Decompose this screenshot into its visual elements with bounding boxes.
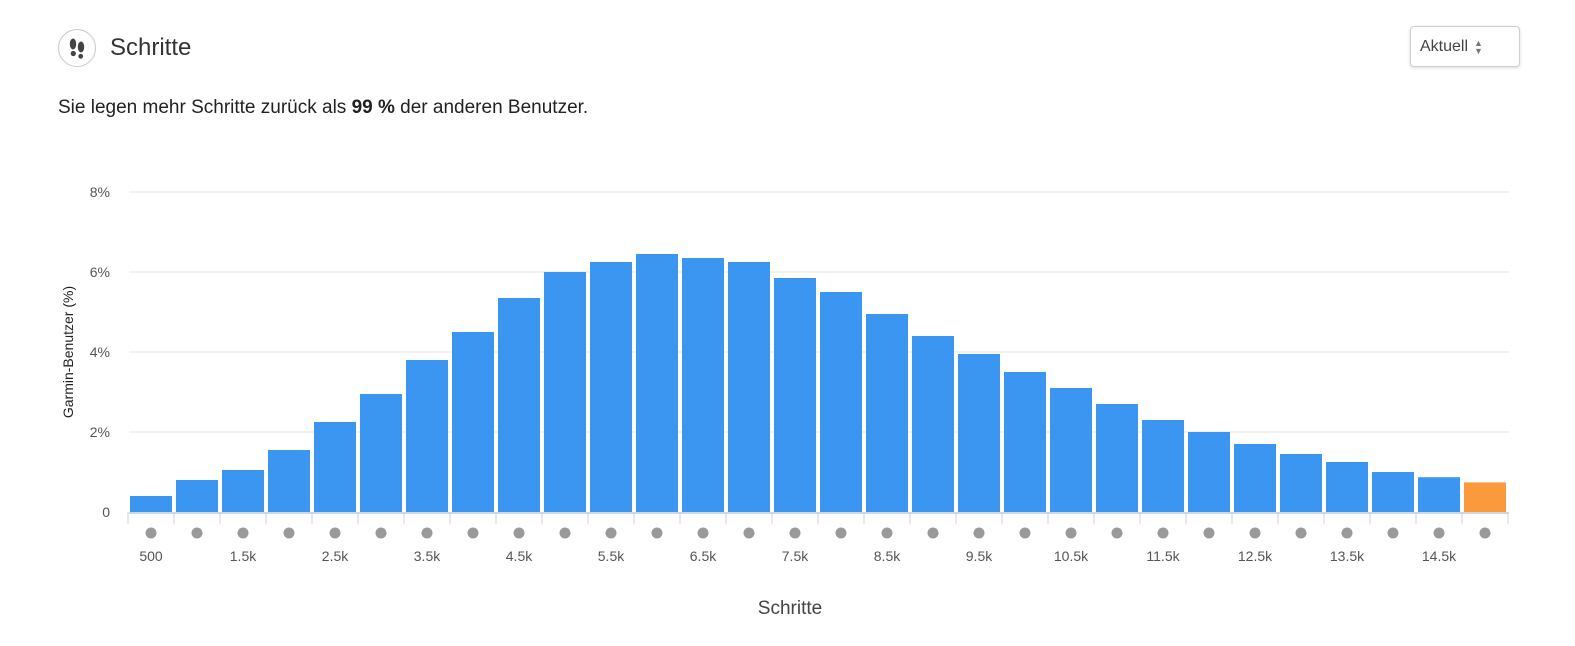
bar [268,450,310,512]
x-axis-dot [1433,527,1445,539]
x-tick-label: 11.5k [1146,548,1180,564]
summary-highlight: 99 % [351,97,395,118]
x-tick-label: 500 [139,548,163,564]
bar [912,336,954,512]
bar [452,332,494,512]
bar [1280,454,1322,512]
bar [958,354,1000,512]
summary-suffix: der anderen Benutzer. [394,97,589,118]
x-tick-label: 1.5k [230,548,257,564]
x-axis-dot [973,527,985,539]
bar [1372,472,1414,512]
bar [544,272,586,512]
x-axis-dot [1019,527,1031,539]
x-axis-dot [1387,527,1399,539]
bar [1004,372,1046,512]
y-tick-label: 6% [90,264,110,280]
bar [1096,404,1138,512]
x-axis-dot [1295,527,1307,539]
bar [590,262,632,512]
x-axis-dot [191,527,203,539]
y-tick-label: 0 [102,504,110,520]
x-axis-dot [651,527,663,539]
x-tick-label: 4.5k [506,548,533,564]
x-axis-dot [697,527,709,539]
x-axis-dot [1157,527,1169,539]
bar [1050,388,1092,512]
x-axis-dot [743,527,755,539]
period-select[interactable]: Aktuell ▲ ▼ [1410,26,1520,67]
bar [728,262,770,512]
x-axis-dot [1479,527,1491,539]
bar [820,292,862,512]
x-axis-dot [789,527,801,539]
x-axis-dot [237,527,249,539]
x-axis-dot [1111,527,1123,539]
x-axis-dot [835,527,847,539]
x-tick-label: 12.5k [1238,548,1273,564]
x-axis-dot [1249,527,1261,539]
bar [498,298,540,512]
bar [866,314,908,512]
x-axis-dot [927,527,939,539]
footsteps-icon [58,29,96,67]
x-axis-dot [605,527,617,539]
x-tick-label: 3.5k [414,548,441,564]
x-axis-title: Schritte [758,598,822,619]
bar [176,480,218,512]
x-tick-label: 14.5k [1422,548,1457,564]
x-axis-dot [1203,527,1215,539]
bar [406,360,448,512]
x-axis-dot [145,527,157,539]
x-tick-label: 10.5k [1054,548,1089,564]
x-axis-dot [513,527,525,539]
x-axis-dot [467,527,479,539]
bar [1142,420,1184,512]
summary-prefix: Sie legen mehr Schritte zurück als [58,97,352,118]
x-tick-label: 13.5k [1330,548,1365,564]
x-tick-label: 7.5k [782,548,809,564]
bar [314,422,356,512]
x-axis-dot [329,527,341,539]
period-select-value: Aktuell [1420,37,1469,55]
card-header: Schritte [58,27,191,69]
summary-text: Sie legen mehr Schritte zurück als 99 % … [58,97,588,119]
x-tick-label: 5.5k [598,548,625,564]
page-title: Schritte [110,34,192,61]
y-tick-label: 2% [90,424,110,440]
chevron-updown-icon: ▲ ▼ [1474,37,1483,56]
x-axis-dot [283,527,295,539]
x-tick-label: 8.5k [874,548,901,564]
y-axis-title: Garmin-Benutzer (%) [60,286,76,418]
x-axis-dot [559,527,571,539]
x-axis-dot [1341,527,1353,539]
x-tick-label: 2.5k [322,548,349,564]
bar [636,254,678,512]
bar [1188,432,1230,512]
x-tick-label: 6.5k [690,548,717,564]
x-axis-dot [421,527,433,539]
bar [1326,462,1368,512]
x-axis-dot [375,527,387,539]
bar [130,496,172,512]
y-tick-label: 4% [90,344,110,360]
y-tick-label: 8% [90,184,110,200]
bar [222,470,264,512]
bar [774,278,816,512]
bar [1234,444,1276,512]
bar [1418,477,1460,512]
bar [1464,482,1506,512]
x-tick-label: 9.5k [966,548,993,564]
x-axis-dot [881,527,893,539]
x-axis-dot [1065,527,1077,539]
bar [682,258,724,512]
bar [360,394,402,512]
